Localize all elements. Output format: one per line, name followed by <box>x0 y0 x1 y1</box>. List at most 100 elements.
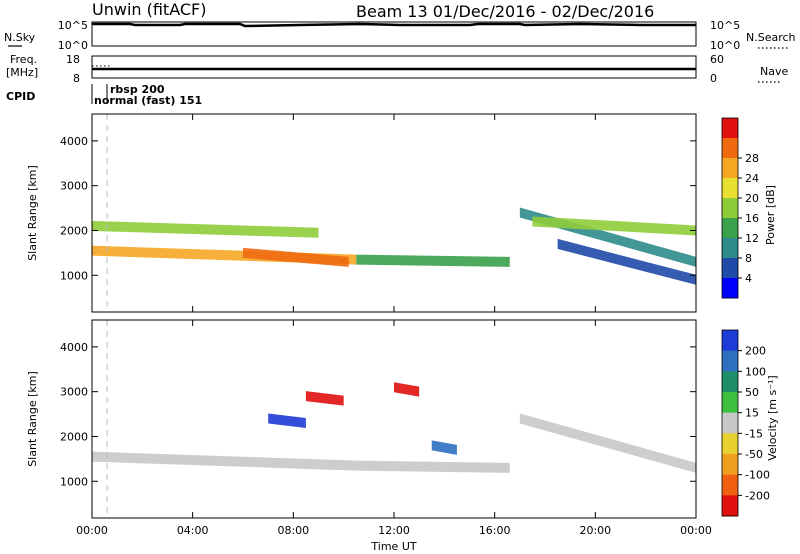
colorbar-tick-label: -50 <box>745 448 763 461</box>
velocity-colorbar: 200 100 50 15 -15 -50 -100 -200 Velocity [m s⁻¹… <box>721 329 779 517</box>
colorbar-tick-label: 200 <box>745 345 766 358</box>
colorbar-tick-label: 20 <box>745 192 759 205</box>
velocity-x-axis: 00:00 04:00 08:00 12:00 16:00 20:00 00:00 <box>76 320 712 537</box>
nsky-trace <box>92 22 696 28</box>
power-ylabel: Slant Range [km] <box>26 165 39 261</box>
y-tick-label: 1000 <box>60 269 88 282</box>
nsky-label: N.Sky <box>4 31 36 44</box>
x-tick-label: 20:00 <box>579 524 611 537</box>
nsky-tick-bottom: 10^0 <box>58 39 88 52</box>
nsky-frame <box>91 21 697 47</box>
power-x-axis <box>91 114 697 312</box>
nsearch-tick-top: 10^5 <box>710 19 740 32</box>
x-tick-label: 16:00 <box>479 524 511 537</box>
colorbar-cell <box>722 350 738 372</box>
colorbar-cell <box>722 278 738 299</box>
freq-tick-bottom: 8 <box>73 72 80 85</box>
power-panel: 1000 2000 3000 4000 Slant Range [km] <box>26 113 697 313</box>
cpid-panel: CPID rbsp 200 normal (fast) 151 <box>6 83 202 107</box>
x-tick-label: 00:00 <box>76 524 108 537</box>
y-tick-label: 4000 <box>60 135 88 148</box>
power-colorbar-cells <box>722 118 738 299</box>
heatmap-band <box>557 238 696 285</box>
colorbar-tick-label: -100 <box>745 469 770 482</box>
colorbar-tick-label: 50 <box>745 386 759 399</box>
colorbar-cell <box>722 474 738 496</box>
y-tick-label: 2000 <box>60 224 88 237</box>
heatmap-band <box>356 460 510 473</box>
velocity-colorbar-frame <box>721 329 739 517</box>
colorbar-cell <box>722 392 738 414</box>
cpid-label: CPID <box>6 90 35 103</box>
y-tick-label: 3000 <box>60 386 88 399</box>
heatmap-band <box>519 413 696 473</box>
power-panel-bg <box>92 114 696 312</box>
colorbar-cell <box>722 138 738 159</box>
y-tick-label: 1000 <box>60 475 88 488</box>
heatmap-band <box>394 382 420 397</box>
x-tick-label: 04:00 <box>177 524 209 537</box>
nave-tick-bottom: 0 <box>710 72 717 85</box>
heatmap-band <box>92 451 357 471</box>
colorbar-cell <box>722 330 738 352</box>
heatmap-band <box>305 391 344 406</box>
x-axis-label: Time UT <box>370 540 416 553</box>
heatmap-band <box>532 216 696 236</box>
heatmap-band <box>92 220 319 238</box>
nave-label: Nave <box>760 65 788 78</box>
colorbar-cell <box>722 178 738 199</box>
velocity-panel-bg <box>92 320 696 518</box>
colorbar-tick-label: 12 <box>745 232 759 245</box>
nsky-panel: N.Sky 10^5 10^0 10^5 10^0 N.Search <box>4 19 796 52</box>
y-tick-label: 3000 <box>60 180 88 193</box>
x-tick-label: 08:00 <box>277 524 309 537</box>
power-y-axis: 1000 2000 3000 4000 <box>60 135 696 282</box>
colorbar-cell <box>722 218 738 239</box>
power-heatmap <box>92 207 696 285</box>
colorbar-cell <box>722 118 738 139</box>
colorbar-cell <box>722 198 738 219</box>
x-tick-label: 12:00 <box>378 524 410 537</box>
cpid-entry-1: rbsp 200 <box>110 83 165 96</box>
freq-frame <box>91 55 697 79</box>
heatmap-band <box>243 247 349 267</box>
y-tick-label: 4000 <box>60 341 88 354</box>
freq-label-1: Freq. <box>10 53 37 66</box>
power-colorbar-frame <box>721 117 739 299</box>
freq-panel: Freq. [MHz] 18 8 60 0 Nave <box>6 53 788 85</box>
freq-tick-top: 18 <box>66 53 80 66</box>
colorbar-tick-label: -15 <box>745 427 763 440</box>
colorbar-tick-label: 16 <box>745 212 759 225</box>
velocity-colorbar-cells <box>722 330 738 517</box>
colorbar-tick-label: 100 <box>745 365 766 378</box>
heatmap-band <box>268 413 306 429</box>
nsearch-label: N.Search <box>746 31 796 44</box>
velocity-colorbar-label: Velocity [m s⁻¹] <box>766 375 779 460</box>
freq-label-2: [MHz] <box>6 66 38 79</box>
power-colorbar: 4 8 12 16 20 24 28 Power [dB] <box>721 117 777 299</box>
colorbar-cell <box>722 238 738 259</box>
colorbar-cell <box>722 258 738 279</box>
velocity-ylabel: Slant Range [km] <box>26 371 39 467</box>
colorbar-cell <box>722 433 738 455</box>
nave-tick-top: 60 <box>710 53 724 66</box>
heatmap-band <box>431 440 457 455</box>
colorbar-cell <box>722 158 738 179</box>
colorbar-tick-label: 28 <box>745 152 759 165</box>
power-colorbar-ticks: 4 8 12 16 20 24 28 <box>738 152 759 285</box>
colorbar-tick-label: 15 <box>745 407 759 420</box>
velocity-heatmap <box>92 382 696 473</box>
cpid-entry-2: normal (fast) 151 <box>94 94 202 107</box>
x-tick-label: 00:00 <box>680 524 712 537</box>
plot-title-left: Unwin (fitACF) <box>92 0 206 19</box>
nsky-tick-top: 10^5 <box>58 19 88 32</box>
velocity-colorbar-ticks: 200 100 50 15 -15 -50 -100 -200 <box>738 345 770 502</box>
nsearch-tick-bottom: 10^0 <box>710 39 740 52</box>
velocity-y-axis: 1000 2000 3000 4000 <box>60 341 696 488</box>
velocity-panel: 1000 2000 3000 4000 00:00 04:00 08:00 12:00 16:… <box>26 319 712 553</box>
y-tick-label: 2000 <box>60 430 88 443</box>
plot-title-right: Beam 13 01/Dec/2016 - 02/Dec/2016 <box>356 2 654 21</box>
colorbar-tick-label: 4 <box>745 272 752 285</box>
colorbar-cell <box>722 495 738 517</box>
